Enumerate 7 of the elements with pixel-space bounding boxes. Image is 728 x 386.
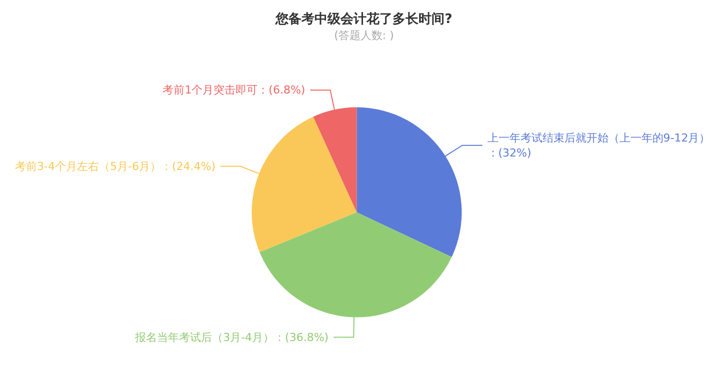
chart-title: 您备考中级会计花了多长时间? bbox=[274, 12, 452, 27]
data-label: ：(32%) bbox=[487, 146, 532, 160]
slice-label: 上一年考试结束后就开始（上一年的9-12月） bbox=[487, 131, 710, 144]
slice-label: 考前1个月突击即可：(6.8%) bbox=[162, 84, 306, 97]
chart-subtitle: (答题人数: ) bbox=[334, 29, 394, 42]
slice-label: 报名当年考试后（3月-4月）：(36.8%) bbox=[134, 330, 329, 344]
slice-label: 考前3-4个月左右（5月-6月）：(24.4%) bbox=[15, 160, 216, 173]
